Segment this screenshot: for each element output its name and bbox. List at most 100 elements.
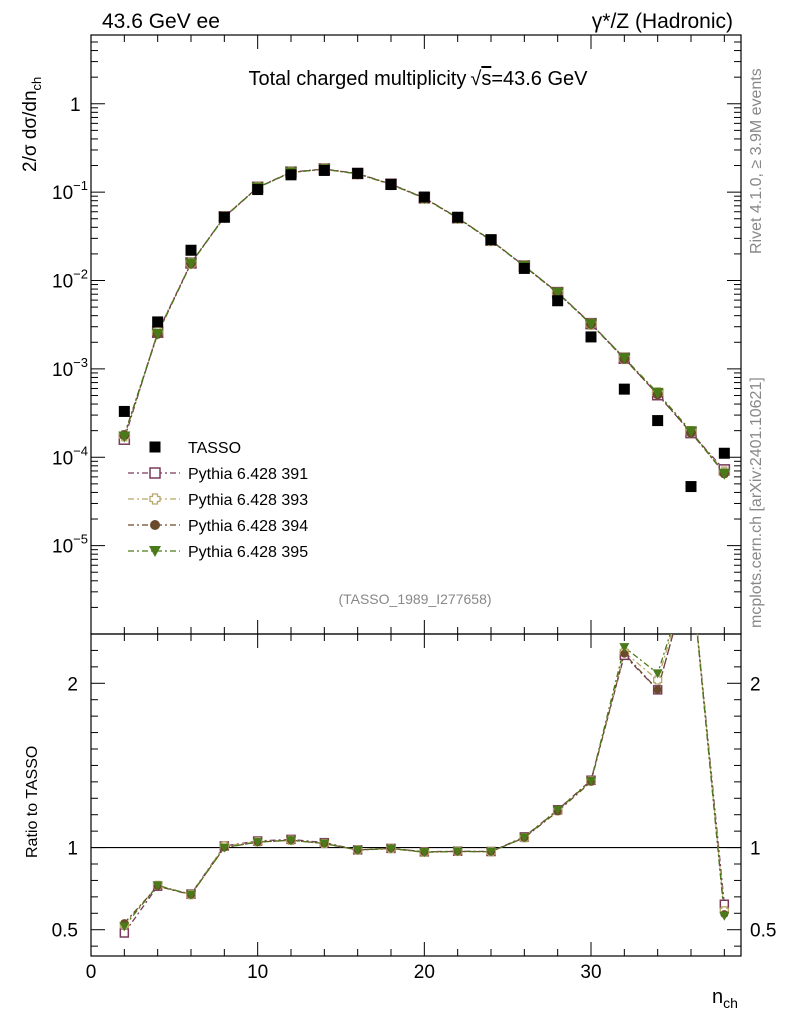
x-tick-label: 30: [580, 962, 601, 983]
x-axis-label-main: n: [712, 986, 723, 1008]
title-energy: =43.6 GeV: [491, 68, 588, 90]
legend-label-1: Pythia 6.428 391: [188, 466, 308, 483]
ratio-point-4: [419, 848, 430, 858]
mc-point-4: [185, 258, 197, 270]
header-left: 43.6 GeV ee: [102, 10, 220, 33]
data-point: [585, 331, 597, 343]
y-tick-label: 10−3: [52, 355, 88, 381]
mc-curve-2: [123, 168, 725, 473]
ratio-point-3: [653, 685, 662, 694]
x-tick-label: 0: [86, 962, 97, 983]
header-right: γ*/Z (Hadronic): [592, 10, 733, 33]
legend-label-4: Pythia 6.428 395: [188, 544, 308, 561]
y-axis-label-sub: ch: [29, 77, 44, 91]
data-point: [118, 405, 130, 417]
ratio-point-4: [219, 843, 230, 853]
ratio-point-4: [119, 922, 130, 932]
ratio-plot-frame: [90, 633, 742, 957]
x-axis-label: nch: [712, 986, 738, 1011]
y-tick-label: 10−5: [52, 532, 88, 558]
ratio-tick-label-left: 2: [67, 674, 78, 695]
y-axis-label-main: 2/σ dσ/dn: [20, 90, 41, 172]
y-tick-label-exponent: −1: [73, 178, 88, 193]
data-point: [152, 316, 164, 328]
legend-marker-data: [149, 441, 161, 453]
ratio-point-4: [452, 847, 463, 857]
mc-point-4: [151, 328, 164, 340]
analysis-tag: (TASSO_1989_I277658): [338, 591, 491, 607]
y-tick-label-exponent: −5: [73, 532, 88, 547]
y-tick-label-base: 10: [52, 448, 73, 469]
data-point: [685, 481, 697, 493]
ratio-point-4: [152, 881, 163, 891]
mc-curve-4: [123, 168, 725, 475]
y-tick-label-base: 10: [52, 360, 73, 381]
title-sqrt-arg: s: [481, 68, 491, 90]
legend-label-2: Pythia 6.428 393: [188, 492, 308, 509]
ratio-tick-label-right: 1: [750, 839, 761, 860]
legend-marker-2: [149, 493, 161, 505]
y-tick-label: 10−1: [52, 178, 88, 204]
data-point: [285, 169, 297, 181]
data-point: [318, 164, 330, 176]
plot-title: Total charged multiplicity √s=43.6 GeV: [248, 68, 588, 90]
legend-marker-3: [150, 520, 160, 530]
x-tick-label: 10: [247, 962, 268, 983]
data-point: [185, 244, 197, 256]
ratio-tick-label-right: 2: [750, 674, 761, 695]
y-axis-label: 2/σ dσ/dnch: [20, 77, 44, 172]
ratio-point-4: [719, 911, 730, 921]
mc-point-4: [651, 387, 664, 399]
ratio-point-4: [552, 805, 563, 815]
y-tick-label-exponent: −3: [73, 355, 88, 370]
data-point: [385, 179, 397, 191]
data-point: [218, 211, 230, 223]
x-axis-label-sub: ch: [723, 995, 738, 1011]
data-point: [418, 191, 430, 203]
y-tick-label-exponent: −4: [73, 443, 88, 458]
ratio-tick-label-left: 0.5: [52, 921, 78, 942]
data-point: [485, 234, 497, 246]
ratio-point-3: [620, 649, 629, 658]
legend-marker-4: [149, 546, 161, 557]
mc-point-4: [118, 431, 131, 443]
rivet-version-label: Rivet 4.1.0, ≥ 3.9M events: [748, 68, 765, 254]
ratio-point-4: [486, 847, 496, 857]
data-point: [618, 383, 630, 395]
mc-point-4: [585, 318, 597, 330]
y-tick-label: 10−4: [52, 443, 88, 469]
data-point: [652, 415, 664, 427]
ratio-point-4: [252, 838, 263, 848]
ratio-tick-label-left: 1: [67, 839, 78, 860]
ratio-point-4: [352, 846, 363, 856]
y-tick-label: 10−2: [52, 267, 88, 293]
legend-label-data: TASSO: [188, 440, 241, 457]
data-point: [452, 211, 464, 223]
legend: TASSO Pythia 6.428 391 Pythia 6.428 393 Pyt…: [128, 440, 308, 561]
ratio-point-4: [519, 833, 530, 843]
title-sqrt-symbol: √: [470, 68, 481, 90]
ratio-point-4: [186, 890, 196, 900]
title-main: Total charged multiplicity: [248, 68, 466, 90]
points-layer: [118, 163, 731, 938]
ratio-point-2: [653, 675, 663, 685]
mc-curve-3: [123, 168, 725, 474]
y-tick-label-base: 10: [52, 537, 73, 558]
data-point: [518, 262, 530, 274]
data-point: [252, 184, 264, 196]
mc-point-4: [718, 468, 731, 480]
data-point: [352, 167, 364, 179]
mc-point-4: [685, 426, 697, 438]
mcplots-label: mcplots.cern.ch [arXiv:2401.10621]: [748, 377, 765, 628]
data-point: [552, 295, 564, 307]
y-tick-label: 1: [70, 95, 81, 116]
mc-point-4: [551, 287, 564, 299]
y-tick-label-exponent: −2: [73, 267, 88, 282]
data-point: [718, 447, 730, 459]
mc-curve-1: [123, 168, 725, 471]
ratio-point-4: [286, 836, 296, 846]
ratio-y-axis-label: Ratio to TASSO: [24, 746, 41, 858]
legend-marker-1: [149, 467, 161, 479]
